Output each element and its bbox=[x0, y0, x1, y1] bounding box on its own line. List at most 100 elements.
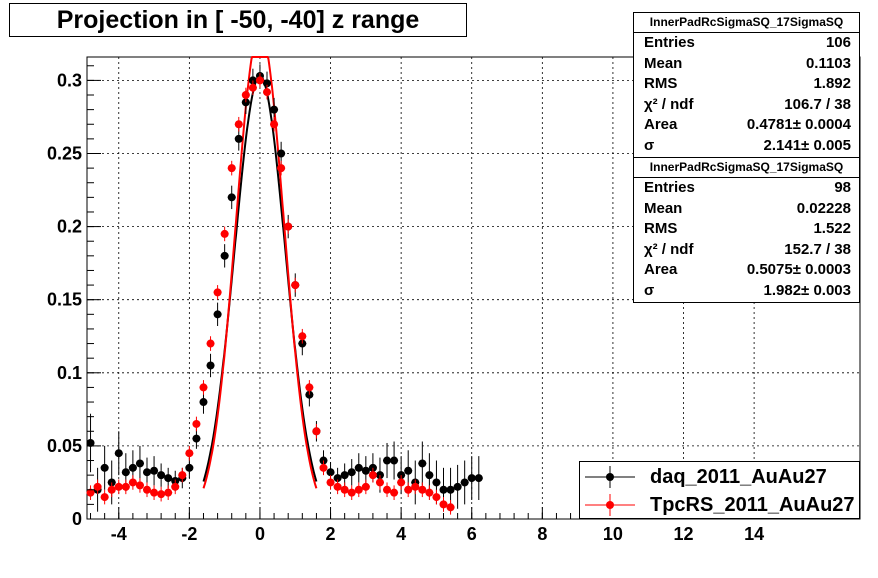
data-point bbox=[150, 466, 159, 475]
data-point bbox=[425, 471, 434, 480]
stats-row-entries: Entries 98 bbox=[644, 179, 851, 196]
legend-entry-daq: daq_2011_AuAu27 bbox=[580, 463, 859, 491]
stats-row-chi2: χ² / ndf 106.7 / 38 bbox=[644, 95, 851, 113]
data-point bbox=[347, 468, 356, 477]
series-daq_2011_AuAu27 bbox=[86, 64, 483, 512]
series-TpcRS_2011_AuAu27 bbox=[86, 73, 455, 515]
data-point bbox=[277, 149, 286, 158]
data-point bbox=[383, 485, 392, 494]
data-point bbox=[312, 427, 321, 436]
y-tick-label: 0.3 bbox=[57, 70, 82, 90]
data-point bbox=[418, 485, 427, 494]
data-point bbox=[446, 503, 455, 512]
data-point bbox=[100, 463, 109, 472]
data-point bbox=[227, 164, 236, 173]
data-point bbox=[326, 468, 335, 477]
stats-row-rms: RMS 1.892 bbox=[644, 75, 851, 93]
data-point bbox=[411, 482, 420, 491]
x-tick-label: -4 bbox=[111, 524, 127, 544]
data-point bbox=[361, 466, 370, 475]
stats-box-header: InnerPadRcSigmaSQ_17SigmaSQ bbox=[634, 13, 859, 33]
legend-entry-tpcrs: TpcRS_2011_AuAu27 bbox=[580, 491, 859, 519]
data-point bbox=[354, 463, 363, 472]
data-point bbox=[192, 434, 201, 443]
chart-title: Projection in [ -50, -40] z range bbox=[9, 3, 467, 37]
legend-label: daq_2011_AuAu27 bbox=[650, 465, 827, 488]
data-point bbox=[361, 482, 370, 491]
data-point bbox=[248, 83, 257, 92]
data-point bbox=[107, 485, 116, 494]
data-point bbox=[157, 471, 166, 480]
data-point bbox=[368, 471, 377, 480]
data-point bbox=[263, 79, 272, 88]
data-point bbox=[213, 310, 222, 319]
data-point bbox=[390, 488, 399, 497]
legend-marker-tpcrs bbox=[585, 494, 635, 516]
data-point bbox=[157, 490, 166, 499]
data-point bbox=[86, 488, 95, 497]
stats-box-tpcrs: InnerPadRcSigmaSQ_17SigmaSQ Entries 98 Me… bbox=[633, 157, 860, 303]
legend-label: TpcRS_2011_AuAu27 bbox=[650, 493, 855, 516]
y-tick-label: 0.25 bbox=[47, 143, 82, 163]
data-point bbox=[397, 478, 406, 487]
data-point bbox=[206, 361, 215, 370]
x-tick-label: 10 bbox=[603, 524, 623, 544]
data-point bbox=[340, 471, 349, 480]
data-point bbox=[100, 493, 109, 502]
data-point bbox=[93, 482, 102, 491]
stats-row-sigma: σ 2.141± 0.005 bbox=[644, 136, 851, 154]
data-point bbox=[432, 478, 441, 487]
data-point bbox=[390, 456, 399, 465]
y-tick-label: 0.05 bbox=[47, 436, 82, 456]
data-point bbox=[270, 120, 279, 129]
data-point bbox=[114, 482, 123, 491]
data-point bbox=[185, 449, 194, 458]
data-point bbox=[121, 482, 130, 491]
data-point bbox=[291, 281, 300, 290]
data-point bbox=[121, 468, 130, 477]
x-tick-label: 8 bbox=[537, 524, 547, 544]
y-tick-label: 0.1 bbox=[57, 363, 82, 383]
data-point bbox=[460, 478, 469, 487]
data-point bbox=[354, 485, 363, 494]
y-tick-label: 0 bbox=[72, 509, 82, 529]
data-point bbox=[404, 485, 413, 494]
stats-row-mean: Mean 0.1103 bbox=[644, 54, 851, 72]
data-point bbox=[347, 488, 356, 497]
stats-row-chi2: χ² / ndf 152.7 / 38 bbox=[644, 240, 851, 258]
data-point bbox=[446, 485, 455, 494]
x-tick-label: 0 bbox=[255, 524, 265, 544]
x-tick-label: 4 bbox=[396, 524, 406, 544]
data-point bbox=[128, 478, 137, 487]
data-point bbox=[425, 488, 434, 497]
axes: -4 -2 0 2 4 6 8 10 12 14 0 0.05 0.1 0.15 0.2 0.25 0.3 bbox=[47, 65, 854, 544]
data-point bbox=[474, 474, 483, 483]
data-point bbox=[199, 398, 208, 407]
stats-box-header: InnerPadRcSigmaSQ_17SigmaSQ bbox=[634, 158, 859, 178]
data-point bbox=[220, 229, 229, 238]
data-point bbox=[128, 463, 137, 472]
data-point bbox=[439, 485, 448, 494]
data-point bbox=[298, 332, 307, 341]
data-point bbox=[220, 251, 229, 260]
data-point bbox=[234, 134, 243, 143]
stats-row-area: Area 0.4781± 0.0004 bbox=[644, 116, 851, 134]
data-point bbox=[467, 474, 476, 483]
x-tick-label: 6 bbox=[467, 524, 477, 544]
legend-marker-daq bbox=[585, 466, 635, 488]
data-point bbox=[150, 488, 159, 497]
fit-curve-TpcRS_2011_AuAu27 bbox=[202, 56, 318, 489]
data-point bbox=[453, 482, 462, 491]
y-tick-label: 0.15 bbox=[47, 290, 82, 310]
data-point bbox=[404, 466, 413, 475]
data-point bbox=[319, 463, 328, 472]
data-point bbox=[383, 456, 392, 465]
data-point bbox=[178, 471, 187, 480]
data-point bbox=[340, 485, 349, 494]
stats-row-area: Area 0.5075± 0.0003 bbox=[644, 261, 851, 279]
stats-box-daq: InnerPadRcSigmaSQ_17SigmaSQ Entries 106 M… bbox=[633, 12, 860, 158]
data-point bbox=[375, 478, 384, 487]
data-point bbox=[143, 485, 152, 494]
data-point bbox=[333, 474, 342, 483]
